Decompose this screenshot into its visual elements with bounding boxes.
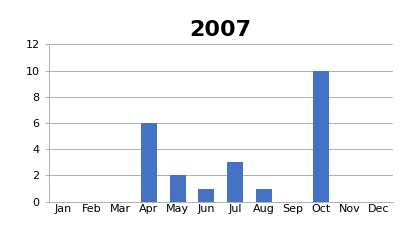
Bar (170, 175, 185, 202)
Bar (313, 71, 329, 202)
Bar (227, 162, 243, 202)
Bar (141, 123, 157, 202)
Title: 2007: 2007 (190, 20, 252, 40)
Bar (198, 189, 214, 202)
Bar (256, 189, 272, 202)
